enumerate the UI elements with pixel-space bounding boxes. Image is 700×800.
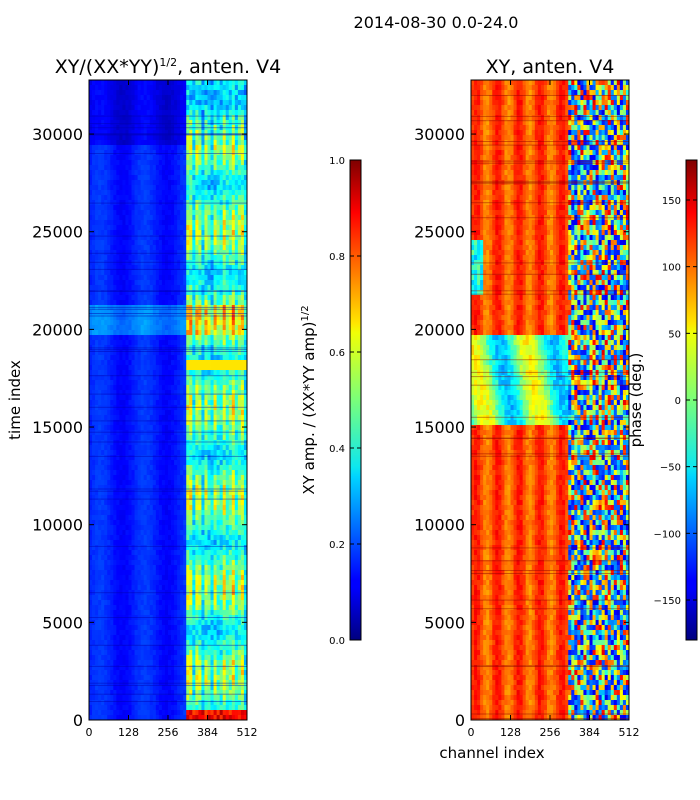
amplitude-x-tick-label: 512	[237, 726, 258, 739]
amplitude-colorbar-tick-label: 0.4	[329, 444, 345, 455]
amplitude-colorbar-tick-label: 0.8	[329, 252, 345, 263]
phase-colorbar-tick-label: −150	[654, 596, 681, 607]
phase-x-tick-label: 0	[468, 726, 475, 739]
amplitude-colorbar-tick-label: 0.0	[329, 636, 345, 647]
y-axis-label: time index	[6, 360, 24, 440]
phase-colorbar: −150 −100 −50 0 50 100 150 phase (deg.)	[627, 159, 698, 641]
x-axis-label: channel index	[439, 744, 544, 762]
amplitude-y-tick-label: 10000	[32, 516, 83, 535]
phase-y-axis: 0 5000 10000 15000 20000 25000 30000	[414, 125, 629, 730]
phase-y-tick-label: 20000	[414, 320, 465, 339]
amplitude-colorbar-tick-label: 0.2	[329, 540, 345, 551]
amplitude-x-tick-label: 0	[86, 726, 93, 739]
amplitude-colorbar-label: XY amp. / (XX*YY amp)1/2	[300, 305, 318, 494]
amplitude-y-tick-label: 5000	[42, 613, 83, 632]
phase-colorbar-tick-label: 50	[668, 329, 681, 340]
amplitude-panel-title: XY/(XX*YY)1/2, anten. V4	[55, 56, 281, 78]
phase-x-tick-label: 256	[540, 726, 561, 739]
amplitude-y-tick-label: 30000	[32, 125, 83, 144]
phase-colorbar-tick-label: −100	[654, 529, 681, 540]
phase-heatmap	[471, 80, 629, 720]
phase-y-tick-label: 10000	[414, 516, 465, 535]
amplitude-colorbar-gradient	[349, 159, 362, 641]
amplitude-panel: XY/(XX*YY)1/2, anten. V4 0 128 256 384 512 0…	[6, 56, 281, 739]
amplitude-x-tick-label: 128	[118, 726, 139, 739]
phase-x-tick-label: 512	[619, 726, 640, 739]
phase-panel: XY, anten. V4 0 128 256 384 512 0 5000 10000 15…	[414, 56, 639, 762]
amplitude-x-axis: 0 128 256 384 512	[86, 80, 258, 739]
amplitude-x-tick-label: 256	[158, 726, 179, 739]
amplitude-colorbar-tick-label: 1.0	[329, 156, 345, 167]
amplitude-colorbar-tick-label: 0.6	[329, 348, 345, 359]
amplitude-y-tick-label: 15000	[32, 418, 83, 437]
amplitude-y-tick-label: 0	[73, 711, 83, 730]
phase-colorbar-tick-label: 0	[675, 396, 681, 407]
phase-x-tick-label: 128	[500, 726, 521, 739]
phase-y-tick-label: 25000	[414, 223, 465, 242]
amplitude-y-axis: 0 5000 10000 15000 20000 25000 30000	[32, 125, 247, 730]
phase-x-axis: 0 128 256 384 512	[468, 80, 640, 739]
amplitude-y-tick-label: 25000	[32, 223, 83, 242]
phase-panel-title: XY, anten. V4	[486, 56, 615, 78]
amplitude-x-tick-label: 384	[197, 726, 218, 739]
figure-title: 2014-08-30 0.0-24.0	[354, 13, 519, 32]
phase-y-tick-label: 15000	[414, 418, 465, 437]
phase-colorbar-tick-label: 100	[662, 263, 681, 274]
amplitude-colorbar: 0.0 0.2 0.4 0.6 0.8 1.0 XY amp. / (XX*YY amp)…	[300, 156, 362, 647]
phase-y-tick-label: 5000	[424, 613, 465, 632]
phase-colorbar-tick-label: −50	[660, 463, 681, 474]
phase-x-tick-label: 384	[579, 726, 600, 739]
phase-colorbar-tick-label: 150	[662, 196, 681, 207]
amplitude-y-tick-label: 20000	[32, 320, 83, 339]
phase-colorbar-label: phase (deg.)	[627, 353, 645, 448]
phase-y-tick-label: 0	[455, 711, 465, 730]
amplitude-heatmap	[89, 80, 247, 720]
phase-y-tick-label: 30000	[414, 125, 465, 144]
